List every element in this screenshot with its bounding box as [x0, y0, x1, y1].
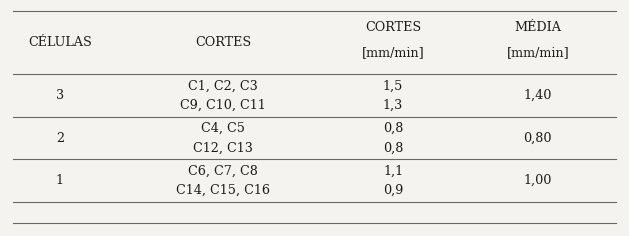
- Text: CORTES: CORTES: [365, 21, 421, 34]
- Text: CÉLULAS: CÉLULAS: [28, 36, 92, 49]
- Text: 1,40: 1,40: [523, 89, 552, 102]
- Text: C12, C13: C12, C13: [193, 141, 253, 154]
- Text: 0,8: 0,8: [383, 141, 403, 154]
- Text: 2: 2: [56, 131, 64, 145]
- Text: C4, C5: C4, C5: [201, 122, 245, 135]
- Text: [mm/min]: [mm/min]: [362, 46, 425, 60]
- Text: 1: 1: [56, 174, 64, 187]
- Text: [mm/min]: [mm/min]: [506, 46, 569, 60]
- Text: 0,8: 0,8: [383, 122, 403, 135]
- Text: C9, C10, C11: C9, C10, C11: [181, 99, 266, 112]
- Text: 1,00: 1,00: [523, 174, 552, 187]
- Text: 1,3: 1,3: [383, 99, 403, 112]
- Text: 0,80: 0,80: [523, 131, 552, 145]
- Text: 1,1: 1,1: [383, 164, 403, 177]
- Text: CORTES: CORTES: [195, 36, 252, 49]
- Text: C14, C15, C16: C14, C15, C16: [176, 184, 270, 197]
- Text: 1,5: 1,5: [383, 79, 403, 92]
- Text: MÉDIA: MÉDIA: [515, 21, 561, 34]
- Text: 0,9: 0,9: [383, 184, 403, 197]
- Text: C1, C2, C3: C1, C2, C3: [189, 79, 258, 92]
- Text: C6, C7, C8: C6, C7, C8: [188, 164, 259, 177]
- Text: 3: 3: [56, 89, 64, 102]
